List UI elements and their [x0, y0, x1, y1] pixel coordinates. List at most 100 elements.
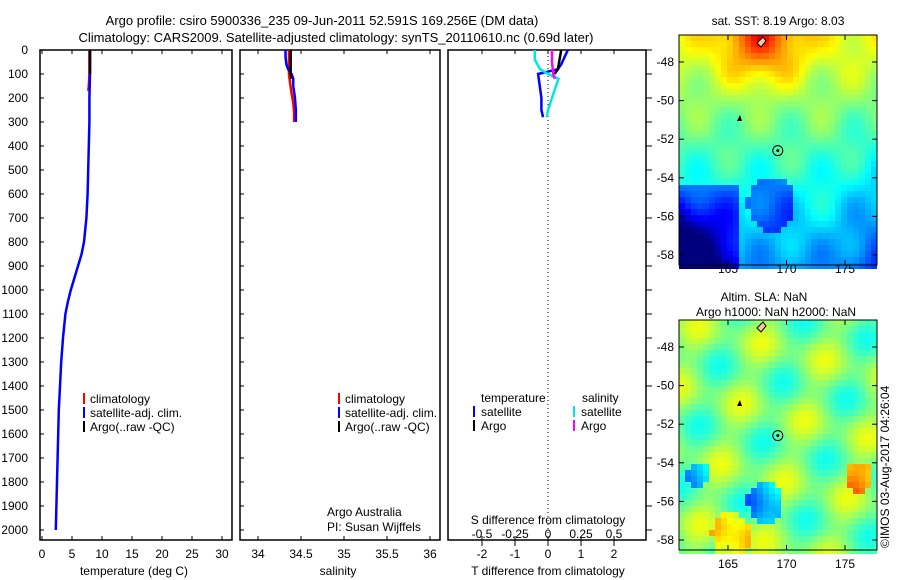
- map-cell: [805, 209, 811, 215]
- map-cell: [859, 65, 865, 71]
- map-cell: [805, 71, 811, 77]
- map-cell: [787, 500, 793, 506]
- map-cell: [751, 53, 757, 59]
- map-cell: [865, 131, 871, 137]
- map-cell: [871, 71, 877, 77]
- map-cell: [781, 434, 787, 440]
- map-cell: [799, 530, 805, 536]
- map-cell: [859, 440, 865, 446]
- map-cell: [745, 197, 751, 203]
- map-cell: [727, 125, 733, 131]
- map-cell: [847, 506, 853, 512]
- map-cell: [775, 404, 781, 410]
- map-cell: [817, 458, 823, 464]
- map-cell: [745, 77, 751, 83]
- map-cell: [811, 173, 817, 179]
- map-cell: [799, 167, 805, 173]
- map-cell: [739, 83, 745, 89]
- map-cell: [835, 233, 841, 239]
- map-cell: [691, 119, 697, 125]
- map-cell: [679, 362, 685, 368]
- map-cell: [727, 131, 733, 137]
- map-cell: [703, 410, 709, 416]
- map-cell: [739, 125, 745, 131]
- map-cell: [835, 203, 841, 209]
- map-cell: [691, 476, 697, 482]
- map-cell: [751, 518, 757, 524]
- map-cell: [793, 326, 799, 332]
- map-cell: [847, 161, 853, 167]
- map-cell: [715, 149, 721, 155]
- map-cell: [733, 53, 739, 59]
- map-cell: [703, 350, 709, 356]
- map-cell: [739, 53, 745, 59]
- map-cell: [853, 452, 859, 458]
- map-cell: [805, 83, 811, 89]
- x-tick-label: 25: [185, 547, 199, 561]
- island-icon: [756, 36, 767, 48]
- map-cell: [757, 500, 763, 506]
- map-cell: [679, 428, 685, 434]
- map-cell: [823, 482, 829, 488]
- map-cell: [685, 197, 691, 203]
- map-cell: [727, 446, 733, 452]
- map-cell: [853, 65, 859, 71]
- lat-tick-label: -50: [657, 94, 675, 108]
- map-cell: [703, 167, 709, 173]
- y-tick-label: 1600: [1, 427, 28, 441]
- map-cell: [853, 47, 859, 53]
- map-cell: [859, 518, 865, 524]
- map-cell: [703, 362, 709, 368]
- map-cell: [817, 119, 823, 125]
- map-cell: [751, 263, 757, 269]
- map-cell: [739, 374, 745, 380]
- map-cell: [721, 53, 727, 59]
- map-cell: [799, 107, 805, 113]
- map-cell: [703, 368, 709, 374]
- map-cell: [679, 392, 685, 398]
- map-cell: [847, 482, 853, 488]
- map-cell: [829, 518, 835, 524]
- map-cell: [709, 506, 715, 512]
- map-cell: [817, 530, 823, 536]
- map-cell: [691, 227, 697, 233]
- map-cell: [811, 506, 817, 512]
- map-cell: [853, 398, 859, 404]
- map-cell: [709, 476, 715, 482]
- map-cell: [763, 53, 769, 59]
- map-cell: [679, 446, 685, 452]
- map-cell: [871, 41, 877, 47]
- map-cell: [703, 476, 709, 482]
- map-cell: [811, 53, 817, 59]
- map-cell: [691, 482, 697, 488]
- map-cell: [865, 482, 871, 488]
- map-cell: [847, 179, 853, 185]
- map-cell: [811, 203, 817, 209]
- map-cell: [715, 476, 721, 482]
- map-cell: [733, 356, 739, 362]
- map-cell: [757, 155, 763, 161]
- map-cell: [679, 71, 685, 77]
- map-cell: [697, 506, 703, 512]
- map-cell: [727, 59, 733, 65]
- map-cell: [739, 488, 745, 494]
- map-cell: [781, 368, 787, 374]
- map-cell: [823, 428, 829, 434]
- map-cell: [841, 47, 847, 53]
- map-cell: [775, 203, 781, 209]
- map-cell: [679, 89, 685, 95]
- map-cell: [709, 71, 715, 77]
- map-cell: [697, 239, 703, 245]
- map-cell: [781, 530, 787, 536]
- map-cell: [793, 173, 799, 179]
- map-cell: [835, 542, 841, 548]
- map-cell: [859, 512, 865, 518]
- map-cell: [787, 452, 793, 458]
- map-cell: [751, 47, 757, 53]
- map-cell: [865, 83, 871, 89]
- map-cell: [871, 524, 877, 530]
- map-cell: [715, 245, 721, 251]
- map-cell: [775, 320, 781, 326]
- title-line-2: Climatology: CARS2009. Satellite-adjuste…: [79, 30, 594, 45]
- map-cell: [871, 362, 877, 368]
